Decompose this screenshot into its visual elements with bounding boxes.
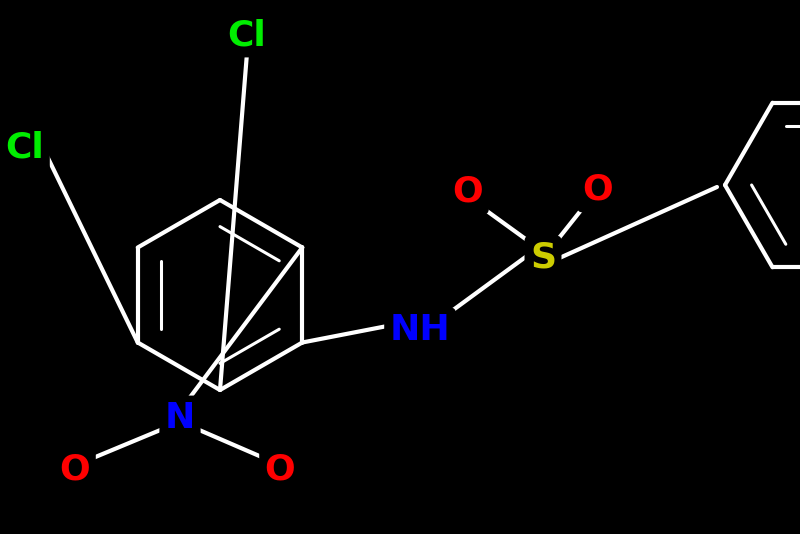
Text: NH: NH xyxy=(390,313,450,347)
Text: O: O xyxy=(60,453,90,487)
Text: Cl: Cl xyxy=(6,131,44,165)
Text: N: N xyxy=(165,401,195,435)
Text: O: O xyxy=(582,173,614,207)
Text: O: O xyxy=(453,175,483,209)
Text: O: O xyxy=(265,453,295,487)
Text: S: S xyxy=(530,241,556,275)
Text: Cl: Cl xyxy=(228,18,266,52)
